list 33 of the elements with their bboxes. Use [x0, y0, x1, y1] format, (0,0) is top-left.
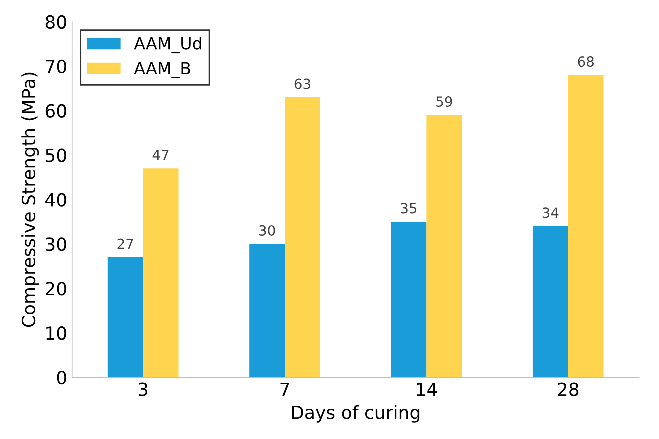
y-tick-label: 30	[46, 238, 66, 252]
bar	[250, 244, 286, 378]
y-tick-label: 70	[46, 60, 66, 74]
y-axis-title: Compressive Strength (MPa)	[22, 72, 40, 328]
x-tick-label: 14	[417, 382, 438, 396]
y-tick-label: 80	[46, 15, 66, 30]
data-label: 27	[118, 238, 134, 250]
legend-label: AAM_Ud	[134, 36, 202, 54]
data-label: 47	[152, 150, 169, 160]
x-axis-title: Days of curing	[292, 405, 420, 423]
bar	[143, 168, 179, 378]
x-tick-label: 7	[280, 382, 290, 396]
x-tick-label: 28	[558, 382, 579, 396]
legend-label: AAM_B	[134, 62, 190, 78]
data-label: 30	[260, 225, 276, 236]
bar	[532, 226, 568, 378]
y-tick-label: 10	[46, 326, 66, 340]
data-label: 59	[436, 96, 452, 108]
data-label: 35	[401, 203, 417, 214]
y-tick-label: 20	[46, 282, 66, 296]
bar	[391, 222, 427, 378]
data-label: 68	[578, 56, 594, 68]
bar	[285, 98, 320, 378]
y-tick-label: 50	[46, 148, 66, 162]
bar	[426, 115, 462, 378]
y-tick-label: 40	[46, 193, 66, 207]
y-tick-label: 0	[57, 371, 66, 385]
data-label: 34	[542, 208, 559, 218]
x-tick-label: 3	[138, 382, 148, 396]
bar	[568, 75, 604, 378]
y-tick-label: 60	[46, 104, 66, 118]
data-label: 63	[294, 78, 310, 90]
bar	[108, 258, 144, 378]
